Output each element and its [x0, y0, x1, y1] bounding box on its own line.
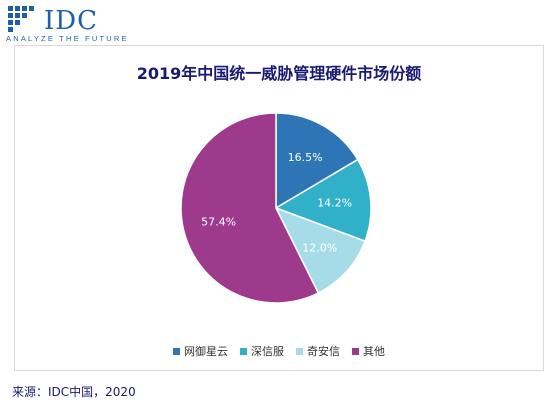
legend-item-3: 奇安信 — [296, 343, 340, 359]
legend-label: 其他 — [363, 345, 385, 358]
chart-frame: 2019年中国统一威胁管理硬件市场份额 16.5% 14.2% 12.0% 57.4%… — [14, 45, 544, 371]
legend-label: 深信服 — [251, 345, 284, 358]
pie-data-label-4: 57.4% — [201, 215, 236, 228]
chart-title: 2019年中国统一威胁管理硬件市场份额 — [136, 64, 422, 83]
legend-item-2: 深信服 — [240, 343, 284, 359]
pie-slice-1 — [275, 112, 359, 210]
pie-data-label-3: 12.0% — [302, 241, 337, 254]
legend-label: 网御星云 — [184, 345, 228, 358]
logo-text: IDC — [44, 6, 99, 36]
pie-data-label-2: 14.2% — [317, 197, 352, 210]
legend-swatch — [352, 347, 359, 355]
pie-slice-2 — [274, 158, 372, 243]
legend-item-4: 其他 — [352, 343, 385, 359]
chart-legend: 网御星云 深信服 奇安信 其他 — [15, 343, 543, 359]
legend-item-1: 网御星云 — [173, 343, 228, 359]
legend-swatch — [240, 347, 247, 355]
legend-swatch — [173, 347, 180, 355]
pie-data-label-1: 16.5% — [288, 151, 323, 164]
idc-logo-icon — [8, 6, 34, 32]
pie-slice-3 — [274, 206, 367, 295]
source-note: 来源：IDC中国，2020 — [12, 385, 136, 399]
legend-swatch — [296, 347, 303, 355]
legend-label: 奇安信 — [307, 345, 340, 358]
pie-chart: 16.5% 14.2% 12.0% 57.4% — [180, 112, 372, 304]
pie-slice-4 — [180, 112, 320, 304]
logo-tagline: ANALYZE THE FUTURE — [6, 34, 129, 43]
idc-logo: IDC ANALYZE THE FUTURE — [6, 4, 136, 44]
